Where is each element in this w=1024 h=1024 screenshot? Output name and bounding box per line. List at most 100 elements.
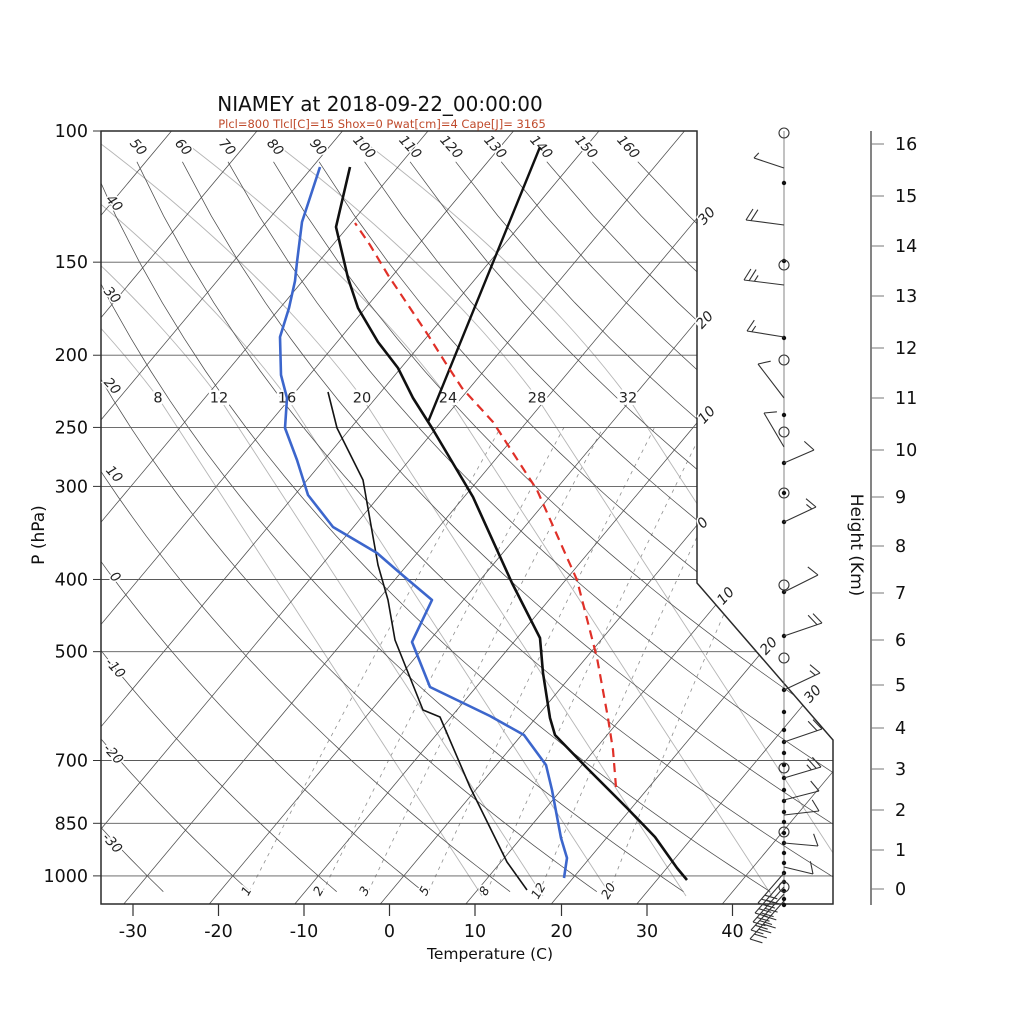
wind-level-circle <box>778 354 790 366</box>
wind-barb <box>753 152 785 169</box>
wind-level-circle <box>778 487 790 499</box>
height-axis-title: Height (Km) <box>846 494 866 597</box>
pressure-tick-label: 250 <box>55 418 88 438</box>
temperature-axis: -30 -20 -10 0 10 20 30 40 Temperature (C) <box>117 904 745 965</box>
wind-barb <box>746 319 785 338</box>
wind-barb-column <box>743 127 823 944</box>
wind-barb <box>754 879 785 918</box>
pressure-axis: 100 150 200 250 300 400 500 700 850 1000 P (hPa) <box>28 121 101 888</box>
temp-tick-label: 40 <box>721 922 743 942</box>
dry-adiabat-label-top: 50 <box>126 136 149 159</box>
wind-level-dot <box>781 850 787 856</box>
height-tick-label: 5 <box>895 676 906 696</box>
height-tick-label: 13 <box>895 287 917 307</box>
wind-barb <box>743 268 785 286</box>
sounding-indices-subtitle: Plcl=800 Tlcl[C]=15 Shox=0 Pwat[cm]=4 Ca… <box>218 117 546 131</box>
dry-adiabat-label-top: 100 <box>349 132 378 162</box>
wind-barb <box>783 664 821 691</box>
wind-level-dot <box>781 750 787 756</box>
dry-adiabat-label-left: 30 <box>100 284 123 307</box>
height-tick-label: 16 <box>895 135 917 155</box>
wind-level-circle <box>778 259 790 271</box>
temp-tick-label: -20 <box>204 922 233 942</box>
pressure-tick-label: 1000 <box>43 867 88 887</box>
wind-barb <box>750 893 785 935</box>
height-tick-label: 4 <box>895 719 906 739</box>
dry-adiabat-label-top: 110 <box>395 132 424 162</box>
dry-adiabat-label-left: 20 <box>100 375 123 398</box>
dry-adiabat-label-left: 40 <box>102 192 125 215</box>
page-title: NIAMEY at 2018-09-22_00:00:00 <box>217 92 543 116</box>
wind-level-circle <box>778 426 790 438</box>
temperature-curve <box>334 166 688 881</box>
wind-level-dot <box>781 727 787 733</box>
height-tick-label: 1 <box>895 841 906 861</box>
wind-barb <box>783 498 817 523</box>
pressure-tick-label: 400 <box>55 570 88 590</box>
pressure-tick-label: 700 <box>55 752 88 772</box>
isotherm-label-right: 30 <box>695 204 719 228</box>
height-tick-label: 3 <box>895 760 906 780</box>
wind-level-dot <box>781 412 787 418</box>
wind-level-dot <box>781 180 787 186</box>
wind-barb <box>745 208 785 226</box>
wind-level-dot <box>781 762 787 768</box>
height-tick-label: 0 <box>895 880 906 900</box>
wind-barb <box>763 411 785 448</box>
sounding-curves <box>278 146 688 891</box>
dry-adiabat-label-top: 80 <box>263 136 286 159</box>
moist-adiabats <box>101 139 833 897</box>
mixing-ratio-label: 5 <box>416 884 433 898</box>
isotherm-label-diagonal: 30 <box>801 682 825 706</box>
temperature-upper-line <box>426 146 542 423</box>
dry-adiabat-label-top: 140 <box>526 132 555 162</box>
pressure-axis-title: P (hPa) <box>29 505 49 565</box>
wind-level-dot <box>781 860 787 866</box>
height-tick-label: 7 <box>895 584 906 604</box>
lattice-labels: 50 60 70 80 90 100 110 120 130 140 150 160403020100… <box>97 131 826 903</box>
height-tick-label: 15 <box>895 187 917 207</box>
height-tick-label: 14 <box>895 237 917 257</box>
pressure-tick-label: 200 <box>55 346 88 366</box>
moist-adiabat-label: 28 <box>528 391 546 407</box>
wind-level-circle <box>778 127 790 139</box>
dewpoint-curve <box>278 166 569 879</box>
moist-adiabat-label: 24 <box>439 391 457 407</box>
temp-tick-label: 10 <box>464 922 486 942</box>
temp-tick-label: -30 <box>119 922 148 942</box>
isotherm-label-diagonal: 20 <box>757 634 781 658</box>
wind-level-dot <box>781 709 787 715</box>
wind-level-circle <box>778 652 790 664</box>
pressure-tick-label: 850 <box>55 814 88 834</box>
pressure-tick-label: 100 <box>55 122 88 142</box>
height-tick-label: 8 <box>895 537 906 557</box>
mixing-ratio-label: 12 <box>528 880 549 901</box>
dry-adiabat-label-top: 150 <box>571 132 600 162</box>
temp-tick-label: -10 <box>290 922 319 942</box>
plot-frame <box>100 130 834 905</box>
wind-barb <box>783 780 820 801</box>
wind-level-dot <box>781 819 787 825</box>
skewt-background <box>101 131 833 904</box>
dry-adiabat-label-top: 120 <box>436 132 465 162</box>
pressure-tick-label: 500 <box>55 643 88 663</box>
isotherm-label-right: 10 <box>695 403 719 427</box>
moist-adiabat-label: 32 <box>619 391 637 407</box>
wind-barb <box>752 886 785 927</box>
height-tick-label: 6 <box>895 631 906 651</box>
dry-adiabat-label-top: 60 <box>171 136 194 159</box>
height-tick-label: 10 <box>895 441 917 461</box>
isotherms <box>101 131 833 904</box>
wind-level-circle <box>778 762 790 774</box>
pressure-tick-label: 150 <box>55 253 88 273</box>
temp-tick-label: 0 <box>384 922 395 942</box>
wind-level-dot <box>781 896 787 902</box>
wetbulb-curve <box>327 391 528 891</box>
pressure-tick-label: 300 <box>55 477 88 497</box>
moist-adiabat-label: 8 <box>153 391 162 407</box>
wind-barb <box>783 613 823 637</box>
dry-adiabat-label-left: -30 <box>99 830 126 857</box>
